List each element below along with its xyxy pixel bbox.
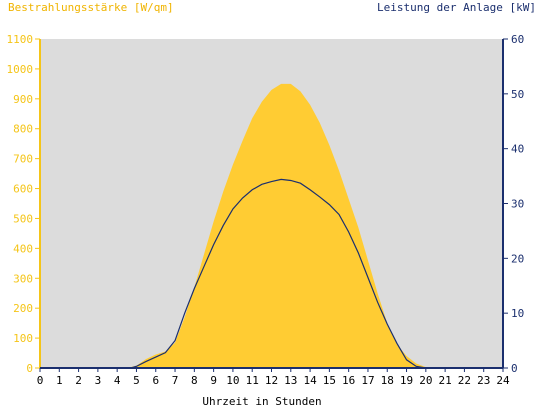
left-tick-label: 0 bbox=[26, 362, 33, 375]
x-tick-label: 15 bbox=[323, 374, 336, 387]
right-tick-label: 10 bbox=[511, 307, 524, 320]
left-axis-ticks: 0 100 200 300 400 500 600 700 800 900 1000 1100 bbox=[7, 33, 40, 375]
x-tick-label: 19 bbox=[400, 374, 413, 387]
right-tick-label: 20 bbox=[511, 252, 524, 265]
x-tick-label: 5 bbox=[133, 374, 140, 387]
x-tick-label: 7 bbox=[172, 374, 179, 387]
x-tick-label: 20 bbox=[419, 374, 432, 387]
x-tick-label: 16 bbox=[342, 374, 355, 387]
x-tick-label: 13 bbox=[284, 374, 297, 387]
x-tick-label: 4 bbox=[114, 374, 121, 387]
x-tick-label: 0 bbox=[37, 374, 44, 387]
left-tick-label: 900 bbox=[13, 93, 33, 106]
x-tick-label: 8 bbox=[191, 374, 198, 387]
left-tick-label: 200 bbox=[13, 302, 33, 315]
left-tick-label: 400 bbox=[13, 242, 33, 255]
irradiance-area bbox=[40, 83, 503, 369]
right-tick-label: 40 bbox=[511, 143, 524, 156]
left-tick-label: 300 bbox=[13, 272, 33, 285]
right-tick-label: 30 bbox=[511, 198, 524, 211]
x-tick-label: 1 bbox=[56, 374, 63, 387]
x-tick-label: 22 bbox=[458, 374, 471, 387]
x-tick-label: 14 bbox=[303, 374, 317, 387]
right-axis-title: Leistung der Anlage [kW] bbox=[377, 1, 536, 14]
power-line bbox=[40, 178, 503, 369]
x-tick-label: 17 bbox=[361, 374, 374, 387]
x-tick-label: 23 bbox=[477, 374, 490, 387]
left-axis-title: Bestrahlungsstärke [W/qm] bbox=[8, 1, 174, 14]
left-tick-label: 700 bbox=[13, 153, 33, 166]
right-tick-label: 0 bbox=[511, 362, 518, 375]
right-tick-label: 60 bbox=[511, 33, 524, 46]
x-tick-label: 10 bbox=[226, 374, 239, 387]
x-tick-label: 12 bbox=[265, 374, 278, 387]
x-tick-label: 9 bbox=[210, 374, 217, 387]
x-tick-label: 2 bbox=[75, 374, 82, 387]
x-tick-label: 6 bbox=[152, 374, 159, 387]
x-tick-label: 21 bbox=[439, 374, 452, 387]
right-axis-ticks: 0 10 20 30 40 50 60 bbox=[503, 33, 524, 375]
right-tick-label: 50 bbox=[511, 88, 524, 101]
left-tick-label: 500 bbox=[13, 212, 33, 225]
left-tick-label: 1000 bbox=[7, 63, 34, 76]
x-tick-label: 24 bbox=[496, 374, 510, 387]
left-tick-label: 100 bbox=[13, 332, 33, 345]
x-tick-label: 3 bbox=[95, 374, 102, 387]
x-axis-title: Uhrzeit in Stunden bbox=[202, 395, 321, 408]
left-tick-label: 800 bbox=[13, 123, 33, 136]
x-tick-label: 18 bbox=[381, 374, 394, 387]
left-tick-label: 1100 bbox=[7, 33, 34, 46]
left-tick-label: 600 bbox=[13, 183, 33, 196]
x-axis-ticks: 0 1 2 3 4 5 6 7 8 9 10 11 12 13 14 15 16 17 18 19 20 21 22 23 24 bbox=[37, 368, 510, 387]
x-tick-label: 11 bbox=[246, 374, 259, 387]
